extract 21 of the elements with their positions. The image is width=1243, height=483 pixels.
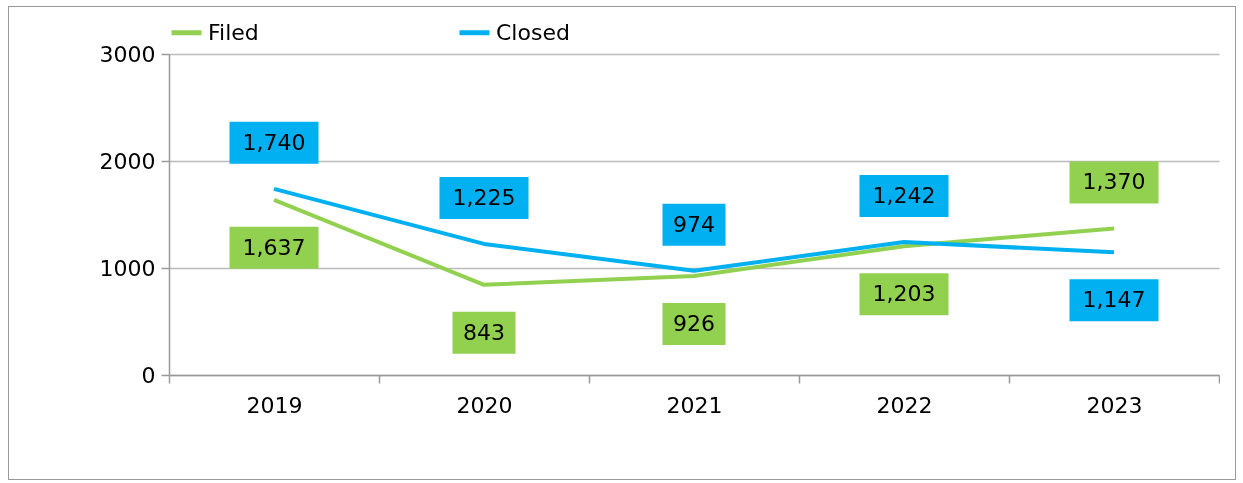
x-tick-label: 2021 (666, 392, 723, 418)
y-tick-label: 0 (141, 362, 156, 388)
x-tick-label: 2020 (456, 392, 513, 418)
data-label: 974 (673, 211, 715, 237)
y-tick-label: 3000 (99, 41, 156, 67)
y-tick-label: 1000 (99, 255, 156, 281)
data-label: 1,637 (242, 234, 306, 260)
y-tick-label: 2000 (99, 148, 156, 174)
x-tick-label: 2023 (1086, 392, 1143, 418)
legend-label: Closed (496, 19, 570, 45)
data-label: 1,242 (872, 183, 936, 209)
data-label: 843 (463, 319, 505, 345)
data-label: 1,203 (872, 281, 936, 307)
data-label: 1,740 (242, 129, 306, 155)
x-tick-label: 2022 (876, 392, 933, 418)
data-label: 1,147 (1082, 287, 1146, 313)
data-label: 926 (673, 310, 715, 336)
data-label: 1,370 (1082, 169, 1146, 195)
data-label: 1,225 (452, 184, 516, 210)
legend-label: Filed (208, 19, 259, 45)
x-tick-label: 2019 (246, 392, 303, 418)
